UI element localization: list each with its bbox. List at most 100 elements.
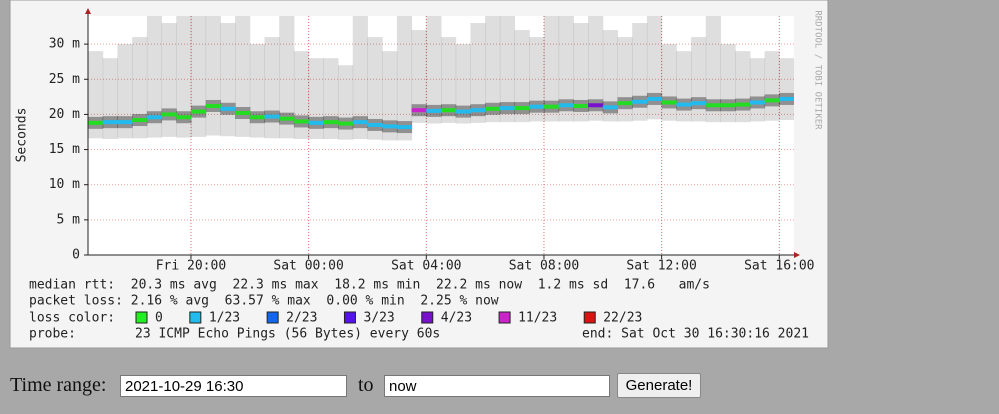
median-mark: [338, 121, 354, 126]
median-mark: [573, 103, 589, 108]
smoke-band: [676, 51, 692, 122]
median-mark: [514, 106, 530, 111]
median-mark: [176, 115, 192, 120]
smoke-band: [352, 16, 368, 140]
x-tick-label: Sat 08:00: [509, 259, 579, 274]
smoke-band: [102, 58, 118, 140]
legend-swatch: [498, 311, 511, 324]
y-tick-label: 25 m: [49, 72, 80, 87]
smoke-band: [117, 44, 133, 139]
median-mark: [676, 102, 692, 107]
smoke-band: [720, 44, 736, 123]
smoke-band: [588, 16, 604, 121]
median-mark: [235, 111, 251, 116]
smoke-band: [396, 16, 413, 141]
median-mark: [588, 103, 604, 108]
legend-label: 1/23: [209, 311, 240, 326]
median-mark: [779, 96, 794, 101]
y-tick-label: 20 m: [49, 107, 80, 122]
smoke-band: [529, 37, 545, 122]
smoke-band: [146, 16, 163, 138]
smoke-band: [426, 16, 442, 124]
median-mark: [411, 108, 427, 113]
median-mark: [720, 103, 736, 108]
smoke-band: [220, 23, 236, 137]
smoke-band: [514, 30, 530, 123]
smoke-band: [455, 44, 471, 124]
median-mark: [293, 119, 310, 124]
median-mark: [499, 106, 516, 111]
smoke-band: [441, 37, 457, 123]
smoke-band: [602, 30, 618, 122]
legend-swatch: [421, 311, 434, 324]
to-label: to: [358, 374, 374, 396]
median-mark: [441, 108, 457, 113]
smoke-band: [661, 44, 677, 121]
x-tick-label: Sat 04:00: [391, 259, 461, 274]
x-arrow: [794, 252, 800, 258]
median-mark: [132, 118, 148, 123]
median-mark: [117, 120, 133, 125]
legend-label: 11/23: [518, 311, 557, 326]
median-mark: [190, 109, 207, 114]
median-mark: [205, 103, 221, 108]
smoke-band: [749, 58, 766, 122]
x-tick-label: Sat 00:00: [273, 259, 343, 274]
smoke-band: [543, 16, 560, 122]
time-range-label: Time range:: [10, 374, 107, 396]
y-tick-label: 10 m: [49, 177, 80, 192]
start-input[interactable]: [120, 375, 347, 397]
median-mark: [455, 109, 471, 114]
legend-label: 4/23: [441, 311, 472, 326]
median-mark: [705, 103, 721, 108]
smoke-band: [338, 65, 354, 140]
y-tick-label: 0: [72, 248, 80, 263]
smoke-band: [323, 58, 339, 140]
median-mark: [323, 120, 339, 125]
y-tick-label: 5 m: [57, 212, 81, 227]
smoke-band: [735, 51, 751, 123]
median-mark: [396, 125, 413, 130]
median-mark: [749, 100, 766, 105]
legend-swatch: [189, 311, 202, 324]
median-mark: [470, 108, 486, 113]
plot-area: [88, 16, 794, 255]
y-tick-label: 15 m: [49, 142, 80, 157]
smoke-band: [470, 23, 486, 123]
legend-swatch: [343, 311, 356, 324]
median-mark: [367, 122, 383, 127]
smoke-band: [705, 16, 721, 123]
smoke-band: [367, 37, 383, 140]
y-axis-label: Seconds: [15, 108, 30, 163]
legend-label: 2/23: [286, 311, 317, 326]
median-mark: [264, 114, 280, 119]
median-mark: [617, 101, 633, 106]
loss-label: loss color:: [29, 311, 115, 326]
median-mark: [308, 120, 324, 125]
median-mark: [764, 98, 780, 103]
legend-swatch: [266, 311, 279, 324]
smoke-band: [279, 16, 295, 139]
smoke-band: [558, 16, 574, 122]
median-mark: [102, 120, 118, 125]
x-tick-label: Sat 16:00: [744, 259, 814, 274]
y-tick-label: 30 m: [49, 37, 80, 52]
median-mark: [88, 120, 104, 125]
median-mark: [161, 112, 177, 117]
median-mark: [382, 124, 398, 129]
smoke-band: [691, 37, 707, 122]
median-mark: [632, 99, 648, 104]
median-mark: [220, 106, 236, 111]
end-time: end: Sat Oct 30 16:30:16 2021: [582, 327, 809, 342]
probe-label: probe:: [29, 327, 76, 342]
smoke-band: [485, 16, 501, 123]
end-input[interactable]: [384, 375, 610, 397]
generate-button[interactable]: Generate!: [617, 373, 701, 398]
legend-label: 3/23: [363, 311, 394, 326]
median-mark: [661, 100, 677, 105]
smoke-band: [764, 51, 780, 121]
median-mark: [543, 104, 560, 109]
smoke-band: [646, 16, 663, 120]
legend-swatch: [135, 311, 148, 324]
